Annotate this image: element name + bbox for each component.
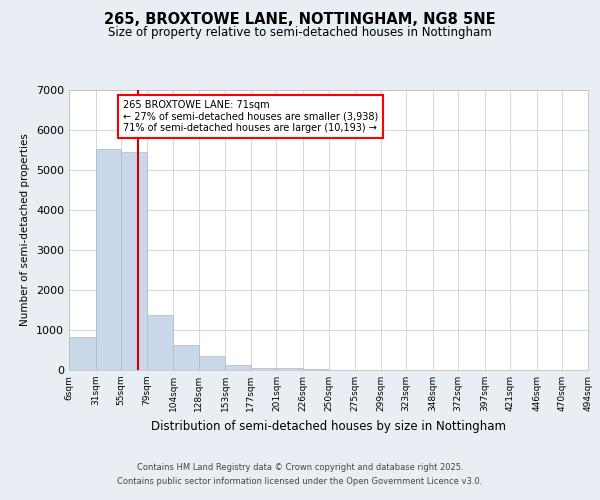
Bar (69, 337, 95, 370)
Bar (173, 345, 199, 370)
X-axis label: Distribution of semi-detached houses by size in Nottingham: Distribution of semi-detached houses by … (151, 420, 506, 432)
Text: Contains public sector information licensed under the Open Government Licence v3: Contains public sector information licen… (118, 477, 482, 486)
Text: 265 BROXTOWE LANE: 71sqm
← 27% of semi-detached houses are smaller (3,938)
71% o: 265 BROXTOWE LANE: 71sqm ← 27% of semi-d… (123, 100, 379, 133)
Bar (303, 369, 329, 370)
Bar (95, 149, 121, 370)
Bar (146, 315, 173, 370)
Bar (121, 152, 146, 370)
Text: Contains HM Land Registry data © Crown copyright and database right 2025.: Contains HM Land Registry data © Crown c… (137, 464, 463, 472)
Text: 265, BROXTOWE LANE, NOTTINGHAM, NG8 5NE: 265, BROXTOWE LANE, NOTTINGHAM, NG8 5NE (104, 12, 496, 28)
Bar (277, 368, 303, 370)
Y-axis label: Number of semi-detached properties: Number of semi-detached properties (20, 134, 31, 326)
Text: Size of property relative to semi-detached houses in Nottingham: Size of property relative to semi-detach… (108, 26, 492, 39)
Bar (226, 365, 251, 370)
Bar (251, 368, 277, 370)
Bar (199, 356, 226, 370)
